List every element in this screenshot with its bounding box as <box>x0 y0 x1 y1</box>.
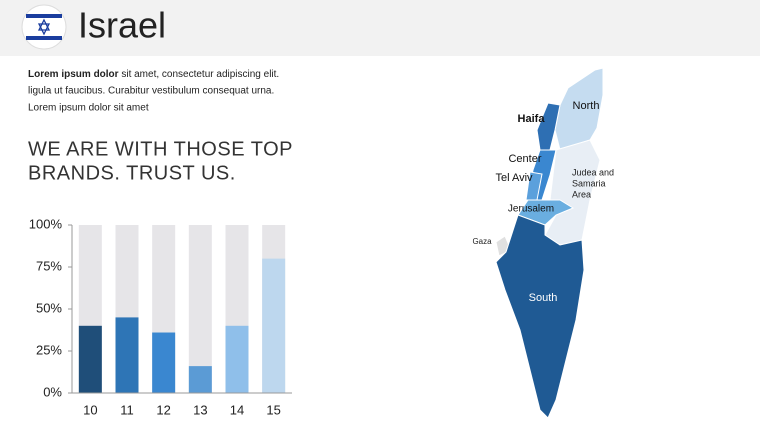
bar <box>115 317 139 393</box>
x-tick-label: 15 <box>266 402 280 417</box>
map-label: Jerusalem <box>508 204 554 215</box>
x-tick-label: 12 <box>156 402 170 417</box>
map-label: Gaza <box>472 237 492 246</box>
paragraph: Lorem ipsum dolor sit amet, consectetur … <box>28 69 279 80</box>
bar <box>188 366 212 393</box>
map-label: Samaria <box>572 178 606 188</box>
y-tick-label: 75% <box>36 258 62 273</box>
title: Israel <box>78 5 166 46</box>
map-label: North <box>573 100 600 112</box>
map: North Haifa Center Tel Aviv Judea and Sa… <box>472 67 614 419</box>
x-tick-label: 10 <box>83 402 97 417</box>
heading: BRANDS. TRUST US. <box>28 162 236 184</box>
y-tick-label: 25% <box>36 342 62 357</box>
x-tick-label: 13 <box>193 402 207 417</box>
map-label: Judea and <box>572 167 614 177</box>
bar-track <box>188 225 212 393</box>
map-label: Center <box>508 153 541 165</box>
bar <box>78 325 102 393</box>
bold-text: Lorem ipsum dolor <box>28 69 119 80</box>
text-line: sit amet, consectetur adipiscing elit. <box>119 69 280 80</box>
bar <box>262 258 286 393</box>
bar-chart: 0% 25% 50% 75% 100% 10 11 12 13 14 15 <box>29 216 292 417</box>
header-band <box>0 0 760 56</box>
text-line: ligula ut faucibus. Curabitur vestibulum… <box>28 86 274 97</box>
x-tick-label: 14 <box>230 402 244 417</box>
map-label: Area <box>572 189 591 199</box>
map-label: Haifa <box>518 113 546 125</box>
bar <box>152 332 176 393</box>
text-line: Lorem ipsum dolor sit amet <box>28 103 149 114</box>
flag <box>21 4 67 50</box>
map-label: South <box>529 292 558 304</box>
y-tick-label: 50% <box>36 300 62 315</box>
heading: WE ARE WITH THOSE TOP <box>28 138 293 160</box>
region-south <box>495 214 585 419</box>
x-tick-label: 11 <box>120 402 134 417</box>
y-tick-label: 100% <box>29 216 63 231</box>
y-tick-label: 0% <box>43 384 62 399</box>
bar <box>225 325 249 393</box>
map-label: Tel Aviv <box>495 172 533 184</box>
